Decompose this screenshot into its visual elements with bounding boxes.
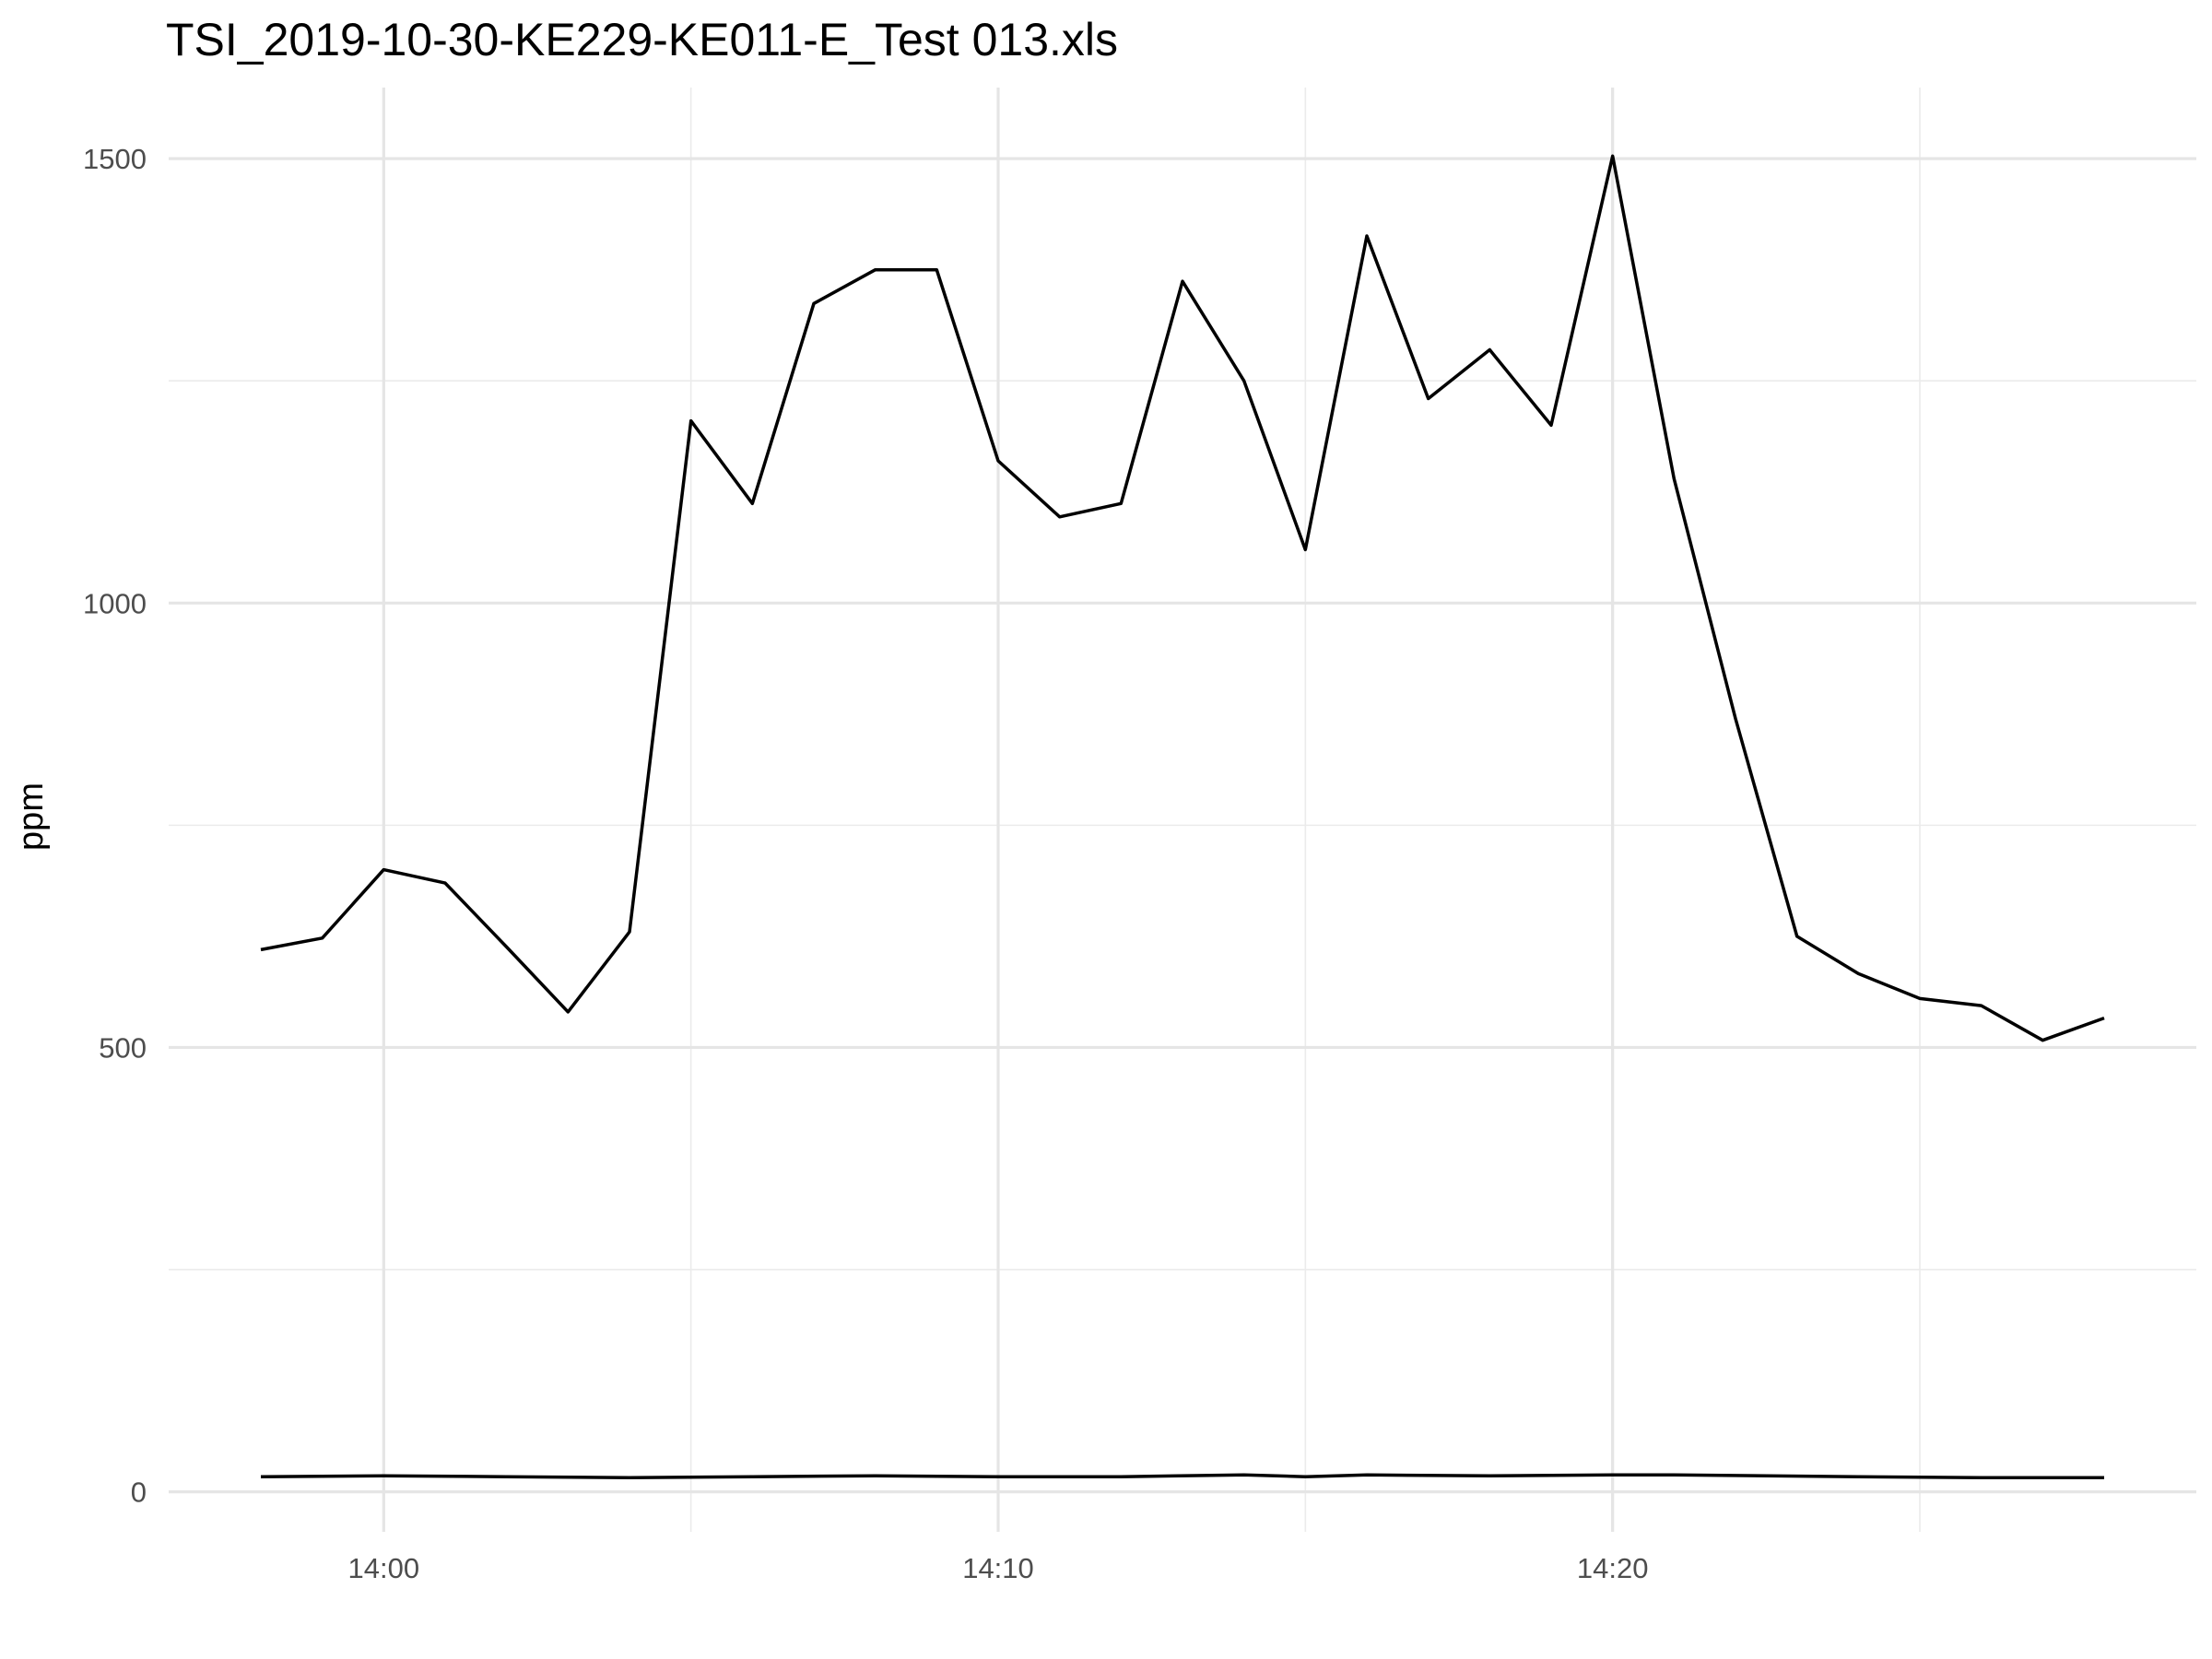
- y-tick-label: 500: [99, 1031, 147, 1064]
- series-lines: [260, 154, 2105, 1479]
- series-line-1: [260, 154, 2105, 1042]
- y-tick-label: 1500: [83, 143, 147, 175]
- series-line-2: [260, 1473, 2104, 1479]
- x-tick-label: 14:20: [1577, 1552, 1649, 1584]
- y-axis-label: ppm: [12, 782, 51, 851]
- grid: [169, 88, 2196, 1532]
- x-tick-label: 14:00: [348, 1552, 420, 1584]
- x-tick-label: 14:10: [962, 1552, 1034, 1584]
- y-tick-label: 0: [131, 1477, 147, 1509]
- y-tick-label: 1000: [83, 587, 147, 619]
- tick-labels: 0 500 1000 1500 14:00 14:10 14:20: [83, 143, 1648, 1584]
- chart-title: TSI_2019-10-30-KE229-KE011-E_Test 013.xl…: [166, 14, 1118, 65]
